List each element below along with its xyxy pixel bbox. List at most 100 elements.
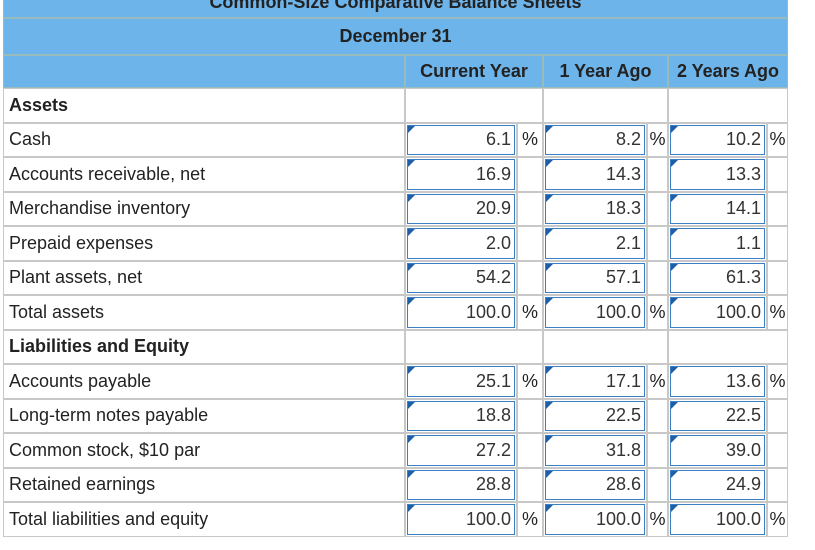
value-input[interactable]: 14.1 <box>670 193 765 224</box>
value-input[interactable]: 6.1 <box>407 124 515 155</box>
value-cell <box>668 295 767 330</box>
title: Common-Size Comparative Balance Sheets <box>3 0 788 18</box>
blank-cell <box>405 88 543 123</box>
value-cell <box>543 398 647 433</box>
value-cell <box>668 467 767 502</box>
value-input[interactable]: 22.5 <box>545 400 645 431</box>
value-input[interactable]: 16.9 <box>407 159 515 190</box>
value-input[interactable]: 22.5 <box>670 400 765 431</box>
value-cell <box>405 260 517 295</box>
value-input[interactable]: 2.1 <box>545 228 645 259</box>
value-input[interactable]: 13.3 <box>670 159 765 190</box>
value-input[interactable]: 18.3 <box>545 193 645 224</box>
unit-blank <box>647 260 668 295</box>
unit: % <box>647 364 668 399</box>
value-cell <box>668 260 767 295</box>
unit-blank <box>767 191 788 226</box>
value-cell <box>668 191 767 226</box>
value-cell <box>668 226 767 261</box>
value-input[interactable]: 18.8 <box>407 400 515 431</box>
unit-blank <box>517 226 543 261</box>
value-input[interactable]: 100.0 <box>407 504 515 535</box>
unit: % <box>767 364 788 399</box>
value-input[interactable]: 2.0 <box>407 228 515 259</box>
value-cell <box>668 502 767 537</box>
unit-blank <box>517 191 543 226</box>
value-input[interactable]: 100.0 <box>407 297 515 328</box>
unit-blank <box>767 433 788 468</box>
unit: % <box>517 122 543 157</box>
value-input[interactable]: 100.0 <box>545 297 645 328</box>
value-input[interactable]: 100.0 <box>670 504 765 535</box>
value-input[interactable]: 28.8 <box>407 469 515 500</box>
header-blank <box>3 55 405 88</box>
value-cell <box>405 364 517 399</box>
row-label: Assets <box>3 88 405 123</box>
value-cell <box>543 364 647 399</box>
blank-cell <box>543 329 668 364</box>
value-cell <box>405 467 517 502</box>
column-header: Current Year <box>405 55 543 88</box>
value-cell <box>543 157 647 192</box>
unit: % <box>767 502 788 537</box>
unit-blank <box>767 226 788 261</box>
column-header: 1 Year Ago <box>543 55 668 88</box>
unit-blank <box>767 467 788 502</box>
value-input[interactable]: 25.1 <box>407 366 515 397</box>
value-input[interactable]: 27.2 <box>407 435 515 466</box>
value-cell <box>543 502 647 537</box>
unit: % <box>517 364 543 399</box>
value-cell <box>405 157 517 192</box>
value-cell <box>668 157 767 192</box>
value-input[interactable]: 39.0 <box>670 435 765 466</box>
unit: % <box>647 295 668 330</box>
value-input[interactable]: 1.1 <box>670 228 765 259</box>
row-label: Merchandise inventory <box>3 191 405 226</box>
row-label: Common stock, $10 par <box>3 433 405 468</box>
value-input[interactable]: 57.1 <box>545 262 645 293</box>
value-input[interactable]: 8.2 <box>545 124 645 155</box>
row-label: Liabilities and Equity <box>3 329 405 364</box>
row-label: Retained earnings <box>3 467 405 502</box>
unit: % <box>517 295 543 330</box>
value-input[interactable]: 100.0 <box>545 504 645 535</box>
value-input[interactable]: 54.2 <box>407 262 515 293</box>
row-label: Plant assets, net <box>3 260 405 295</box>
value-cell <box>543 433 647 468</box>
blank-cell <box>668 329 788 364</box>
unit-blank <box>647 398 668 433</box>
unit-blank <box>517 398 543 433</box>
value-cell <box>543 295 647 330</box>
value-input[interactable]: 14.3 <box>545 159 645 190</box>
unit-blank <box>647 467 668 502</box>
value-input[interactable]: 61.3 <box>670 262 765 293</box>
unit-blank <box>647 191 668 226</box>
unit-blank <box>517 260 543 295</box>
blank-cell <box>668 88 788 123</box>
value-input[interactable]: 24.9 <box>670 469 765 500</box>
column-header: 2 Years Ago <box>668 55 788 88</box>
value-input[interactable]: 100.0 <box>670 297 765 328</box>
value-input[interactable]: 28.6 <box>545 469 645 500</box>
value-cell <box>668 433 767 468</box>
unit: % <box>647 502 668 537</box>
value-input[interactable]: 20.9 <box>407 193 515 224</box>
value-cell <box>405 295 517 330</box>
blank-cell <box>543 88 668 123</box>
row-label: Cash <box>3 122 405 157</box>
value-cell <box>405 398 517 433</box>
value-cell <box>543 191 647 226</box>
value-input[interactable]: 13.6 <box>670 366 765 397</box>
subtitle: December 31 <box>3 18 788 55</box>
value-input[interactable]: 10.2 <box>670 124 765 155</box>
value-input[interactable]: 17.1 <box>545 366 645 397</box>
unit-blank <box>767 260 788 295</box>
unit-blank <box>647 226 668 261</box>
unit: % <box>767 122 788 157</box>
unit-blank <box>767 398 788 433</box>
value-input[interactable]: 31.8 <box>545 435 645 466</box>
value-cell <box>405 502 517 537</box>
value-cell <box>405 226 517 261</box>
row-label: Total assets <box>3 295 405 330</box>
unit: % <box>647 122 668 157</box>
